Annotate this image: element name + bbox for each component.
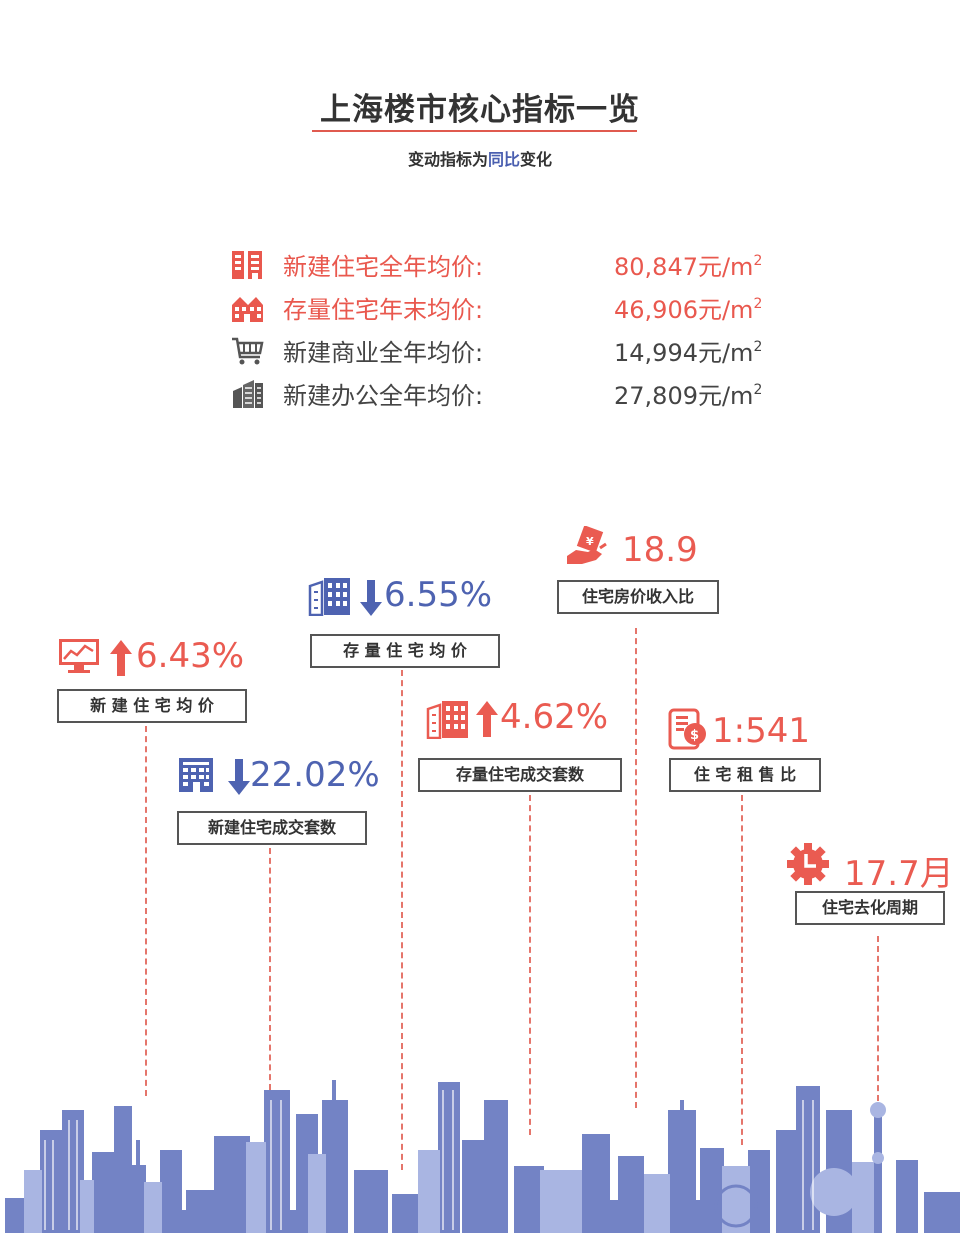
metric-price-income-ratio: ¥ 18.9: [566, 526, 706, 572]
arrow-down-icon: [228, 759, 250, 795]
metric-label-box: 新建住宅成交套数: [177, 811, 367, 845]
houses-icon: [232, 297, 263, 322]
metric-value: 4.62%: [500, 697, 609, 737]
metric-existing-price: 6.55%: [308, 574, 498, 618]
price-value: 80,847元/m2: [614, 253, 763, 281]
subtitle-prefix: 变动指标为: [407, 150, 488, 169]
subtitle-suffix: 变化: [520, 150, 553, 169]
building-icon: [232, 251, 262, 279]
city-skyline-illustration: [5, 1080, 960, 1233]
metric-label-box: 新 建 住 宅 均 价: [57, 689, 247, 723]
price-label: 新建商业全年均价:: [283, 339, 484, 367]
page-title: 上海楼市核心指标一览: [320, 92, 640, 128]
connector-line: [877, 936, 879, 1101]
page-subtitle: 变动指标为同比变化: [0, 146, 960, 170]
price-value: 46,906元/m2: [614, 296, 763, 324]
title-underline: [312, 130, 637, 132]
metric-rent-sale-ratio: $ 1:541: [668, 708, 818, 752]
arrow-up-icon: [476, 701, 498, 737]
price-value: 14,994元/m2: [614, 339, 763, 367]
metric-value: 18.9: [622, 530, 698, 570]
metric-new-house-volume: 22.02%: [178, 755, 380, 797]
money-hand-icon: ¥: [567, 526, 607, 564]
connector-line: [741, 795, 743, 1145]
metric-value: 22.02%: [250, 755, 380, 795]
connector-line: [269, 848, 271, 1090]
connector-line: [145, 726, 147, 1096]
metric-value: 6.55%: [384, 575, 493, 615]
arrow-up-icon: [110, 640, 132, 676]
metric-existing-volume: 4.62%: [426, 697, 616, 741]
metric-destock-cycle: 17.7月: [786, 842, 954, 894]
buildings-icon: [426, 701, 468, 739]
svg-text:$: $: [690, 728, 699, 743]
price-row-new-office: 新建办公全年均价: 27,809元/m2: [230, 376, 810, 410]
connector-line: [529, 795, 531, 1135]
price-row-new-residential: 新建住宅全年均价: 80,847元/m2: [230, 247, 810, 281]
metric-new-house-price: 6.43%: [58, 636, 258, 678]
office-building-icon: [233, 380, 263, 408]
svg-text:¥: ¥: [586, 535, 594, 548]
metric-value: 17.7月: [844, 854, 954, 894]
metric-label-box: 存量住宅成交套数: [418, 758, 622, 792]
clock-gear-icon: [787, 843, 829, 885]
apartment-icon: [179, 758, 213, 792]
price-row-existing-residential: 存量住宅年末均价: 46,906元/m2: [230, 290, 810, 324]
price-row-new-commercial: 新建商业全年均价: 14,994元/m2: [230, 333, 810, 367]
shopping-cart-icon: [232, 337, 264, 365]
metric-label-box: 存 量 住 宅 均 价: [310, 634, 500, 668]
metric-label-box: 住 宅 租 售 比: [669, 758, 821, 792]
metric-value: 6.43%: [136, 636, 245, 676]
metric-label-box: 住宅房价收入比: [557, 580, 719, 614]
arrow-down-icon: [360, 580, 382, 616]
price-label: 新建办公全年均价:: [283, 382, 484, 410]
buildings-icon: [308, 578, 350, 616]
price-label: 存量住宅年末均价:: [283, 296, 484, 324]
connector-line: [401, 670, 403, 1170]
metric-value: 1:541: [712, 711, 810, 751]
metric-label-box: 住宅去化周期: [795, 891, 945, 925]
subtitle-highlight: 同比: [487, 150, 520, 169]
connector-line: [635, 628, 637, 1108]
phone-money-icon: $: [668, 708, 706, 750]
price-value: 27,809元/m2: [614, 382, 763, 410]
price-label: 新建住宅全年均价:: [283, 253, 484, 281]
chart-monitor-icon: [59, 639, 99, 673]
